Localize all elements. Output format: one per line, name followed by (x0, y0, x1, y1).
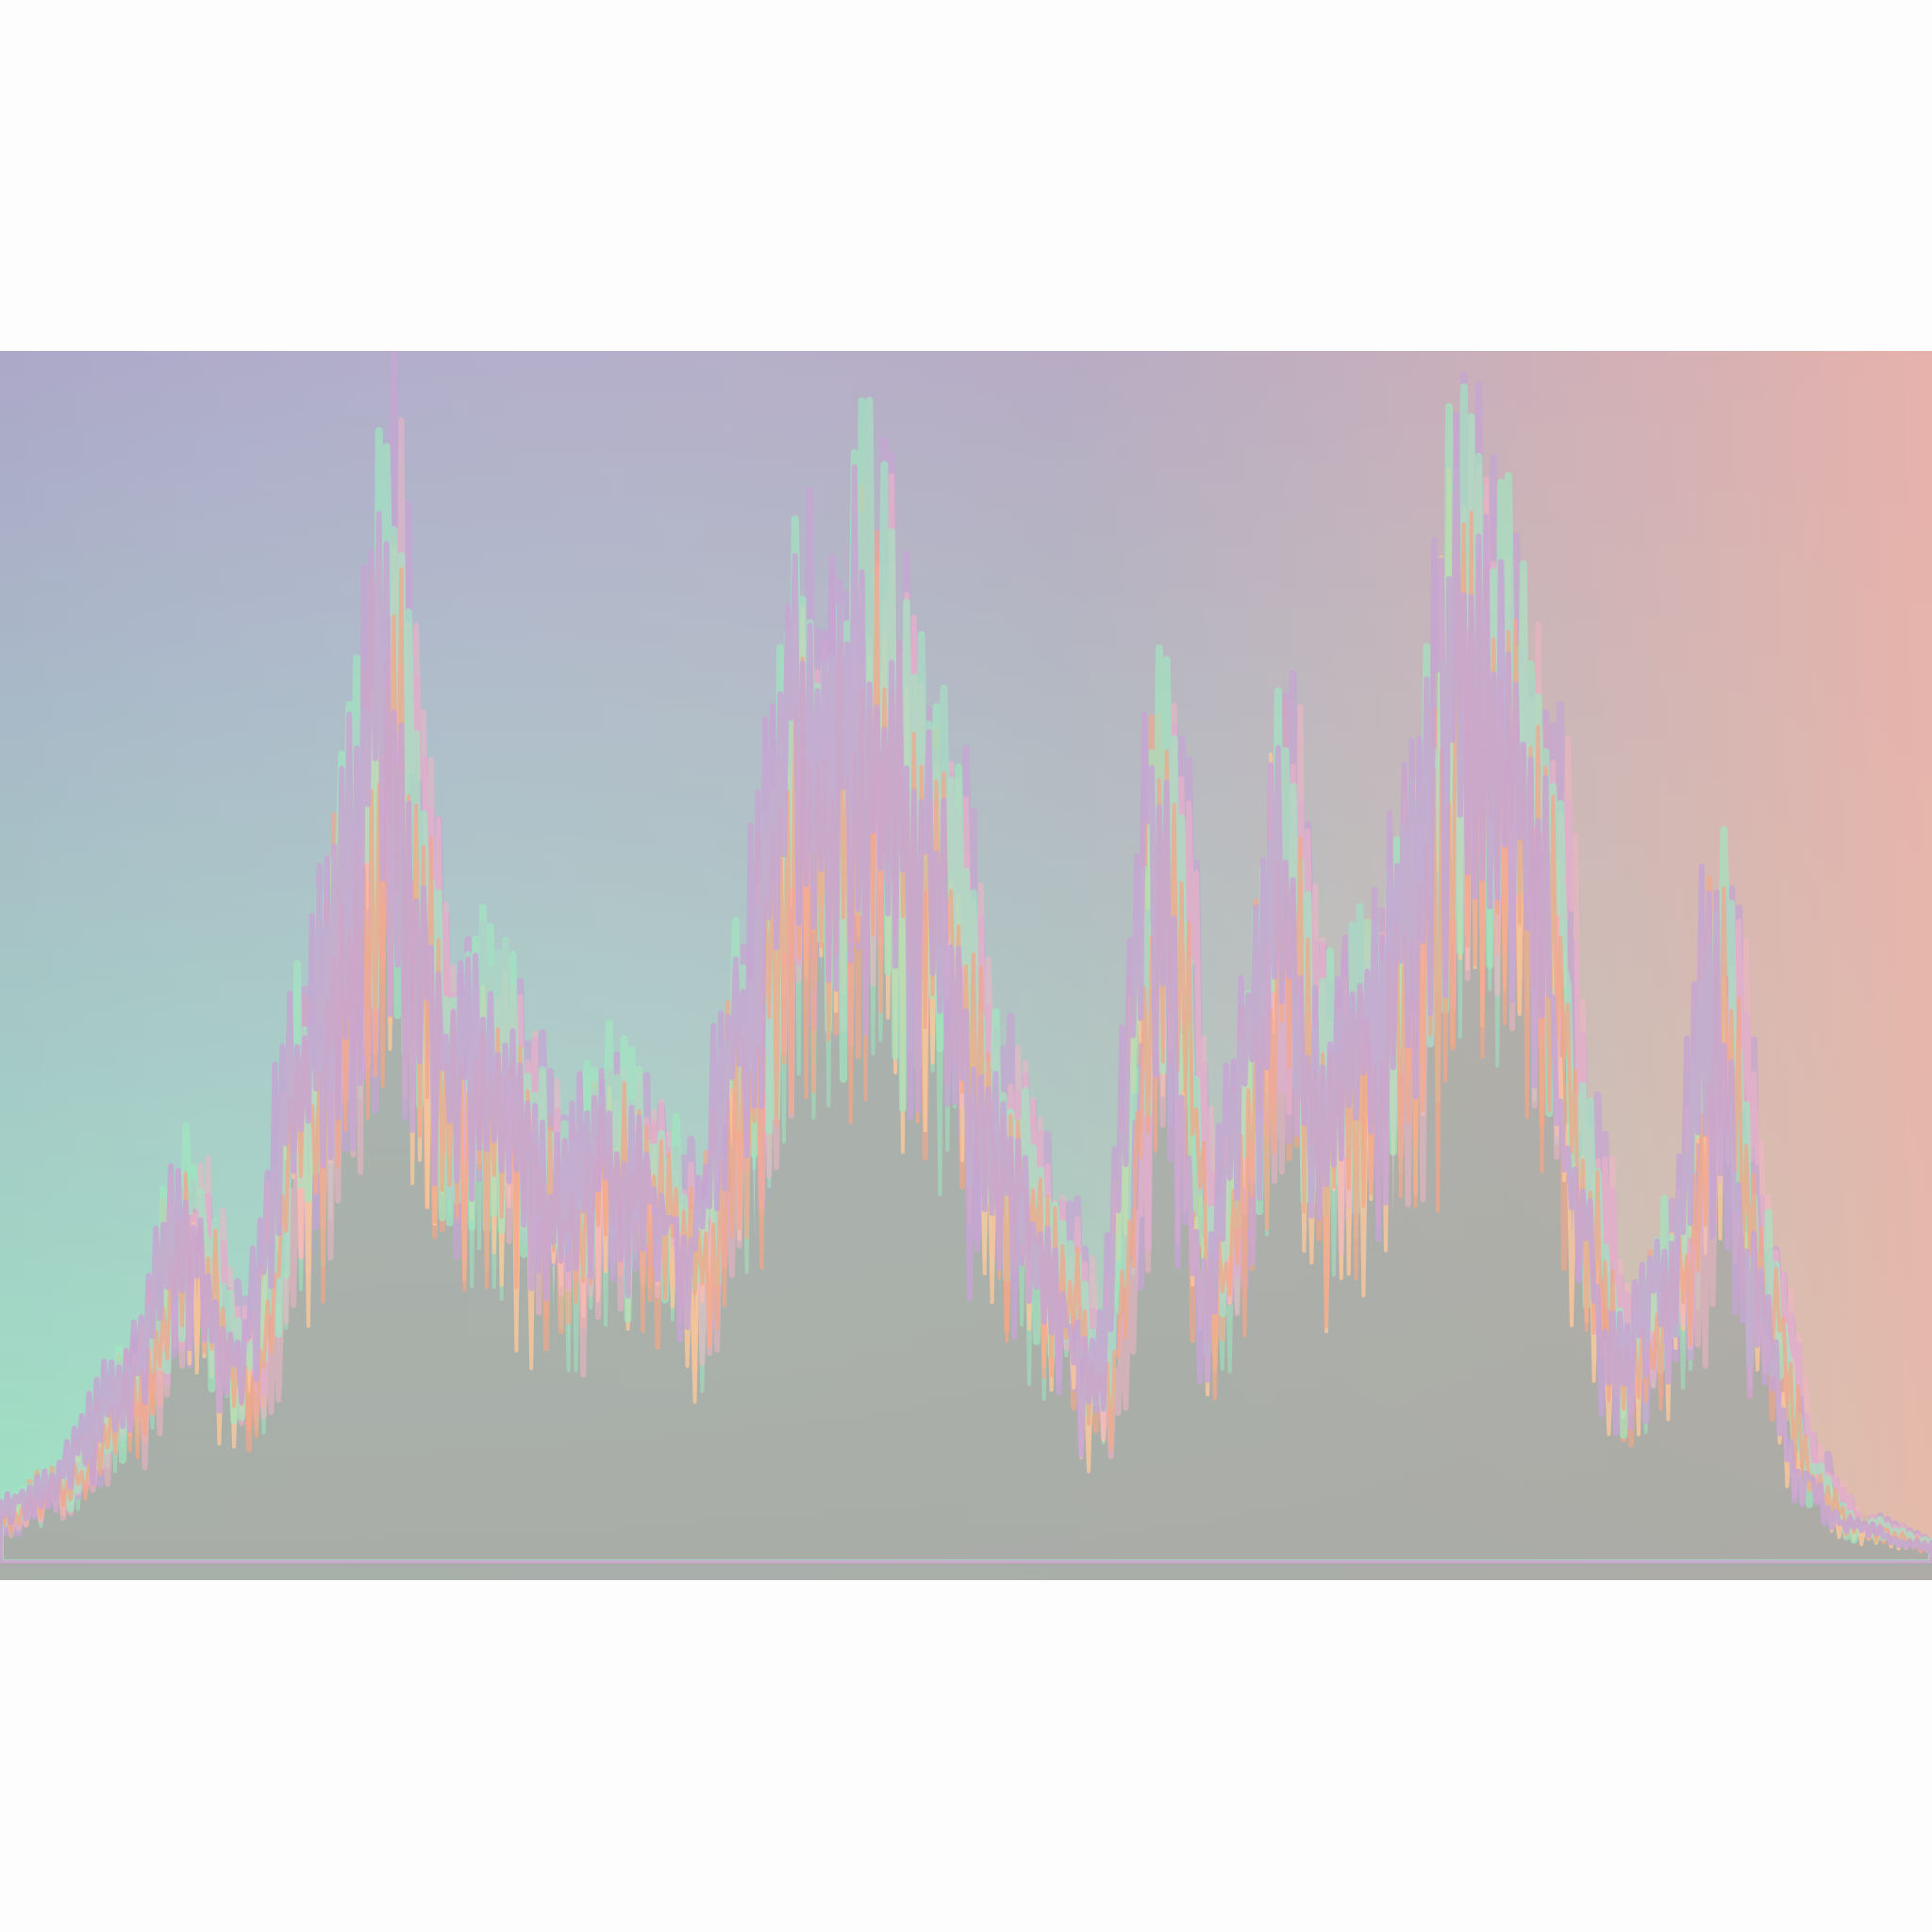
artwork-band (0, 351, 1932, 1580)
spectral-peaks-artwork (0, 351, 1932, 1580)
peak-baseline (0, 1563, 1932, 1580)
peak-layers (0, 351, 1932, 1580)
peak-stroke-layer (0, 412, 1932, 1566)
